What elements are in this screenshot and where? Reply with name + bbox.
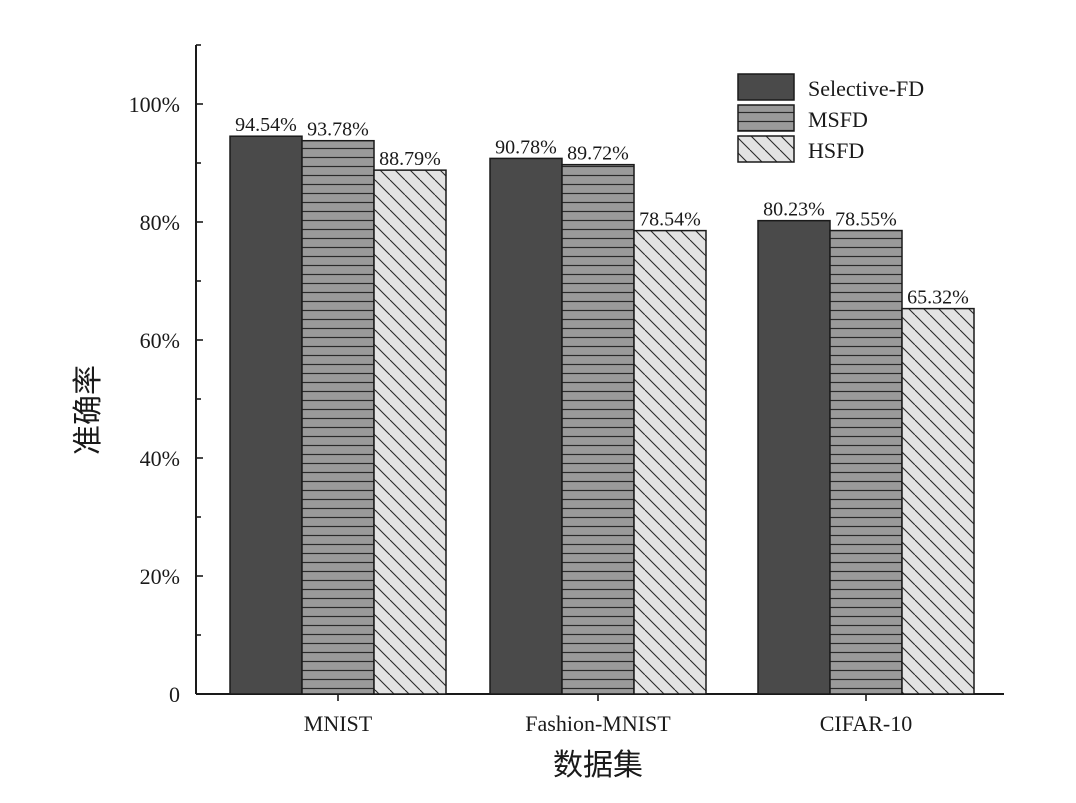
y-tick-label: 40% — [140, 446, 180, 471]
y-tick-label: 80% — [140, 210, 180, 235]
bars — [229, 135, 975, 695]
bar-selective-fd-cifar-10 — [757, 219, 831, 695]
bar-hsfd-fashion-mnist — [633, 229, 707, 695]
y-tick-label: 20% — [140, 564, 180, 589]
legend-swatch-msfd — [737, 104, 795, 132]
x-tick-label: CIFAR-10 — [820, 711, 913, 736]
data-label: 88.79% — [379, 148, 441, 170]
data-label: 94.54% — [235, 114, 297, 136]
legend-swatch-hsfd — [737, 135, 795, 163]
legend-swatch-selective-fd — [737, 73, 795, 101]
data-label: 65.32% — [907, 287, 969, 309]
y-tick-label: 60% — [140, 328, 180, 353]
bar-msfd-fashion-mnist — [561, 163, 635, 695]
bar-selective-fd-mnist — [229, 135, 303, 695]
data-label: 90.78% — [495, 136, 557, 158]
bar-msfd-cifar-10 — [829, 229, 903, 695]
data-label: 80.23% — [763, 199, 825, 221]
legend-label: HSFD — [808, 138, 864, 163]
legend: Selective-FD MSFD HSFD — [737, 73, 924, 163]
bar-selective-fd-fashion-mnist — [489, 157, 563, 695]
x-tick-label: Fashion-MNIST — [525, 711, 671, 736]
x-axis-title: 数据集 — [553, 749, 643, 782]
bar-hsfd-cifar-10 — [901, 307, 975, 695]
y-axis-title: 准确率 — [72, 365, 105, 455]
data-labels: 94.54% 93.78% 88.79% 90.78% 89.72% 78.54% 80.2… — [235, 114, 969, 308]
axes: 0 20% 40% 60% 80% 100% MNIST Fashion-MNIST CIFAR… — [129, 44, 1004, 736]
bar-hsfd-mnist — [373, 169, 447, 695]
y-tick-label: 0 — [169, 682, 180, 707]
data-label: 93.78% — [307, 119, 369, 141]
data-label: 89.72% — [567, 143, 629, 165]
y-tick-label: 100% — [129, 92, 180, 117]
bar-msfd-mnist — [301, 139, 375, 695]
x-tick-label: MNIST — [304, 711, 373, 736]
data-label: 78.55% — [835, 209, 897, 231]
legend-label: MSFD — [808, 107, 868, 132]
legend-label: Selective-FD — [808, 76, 924, 101]
data-label: 78.54% — [639, 209, 701, 231]
